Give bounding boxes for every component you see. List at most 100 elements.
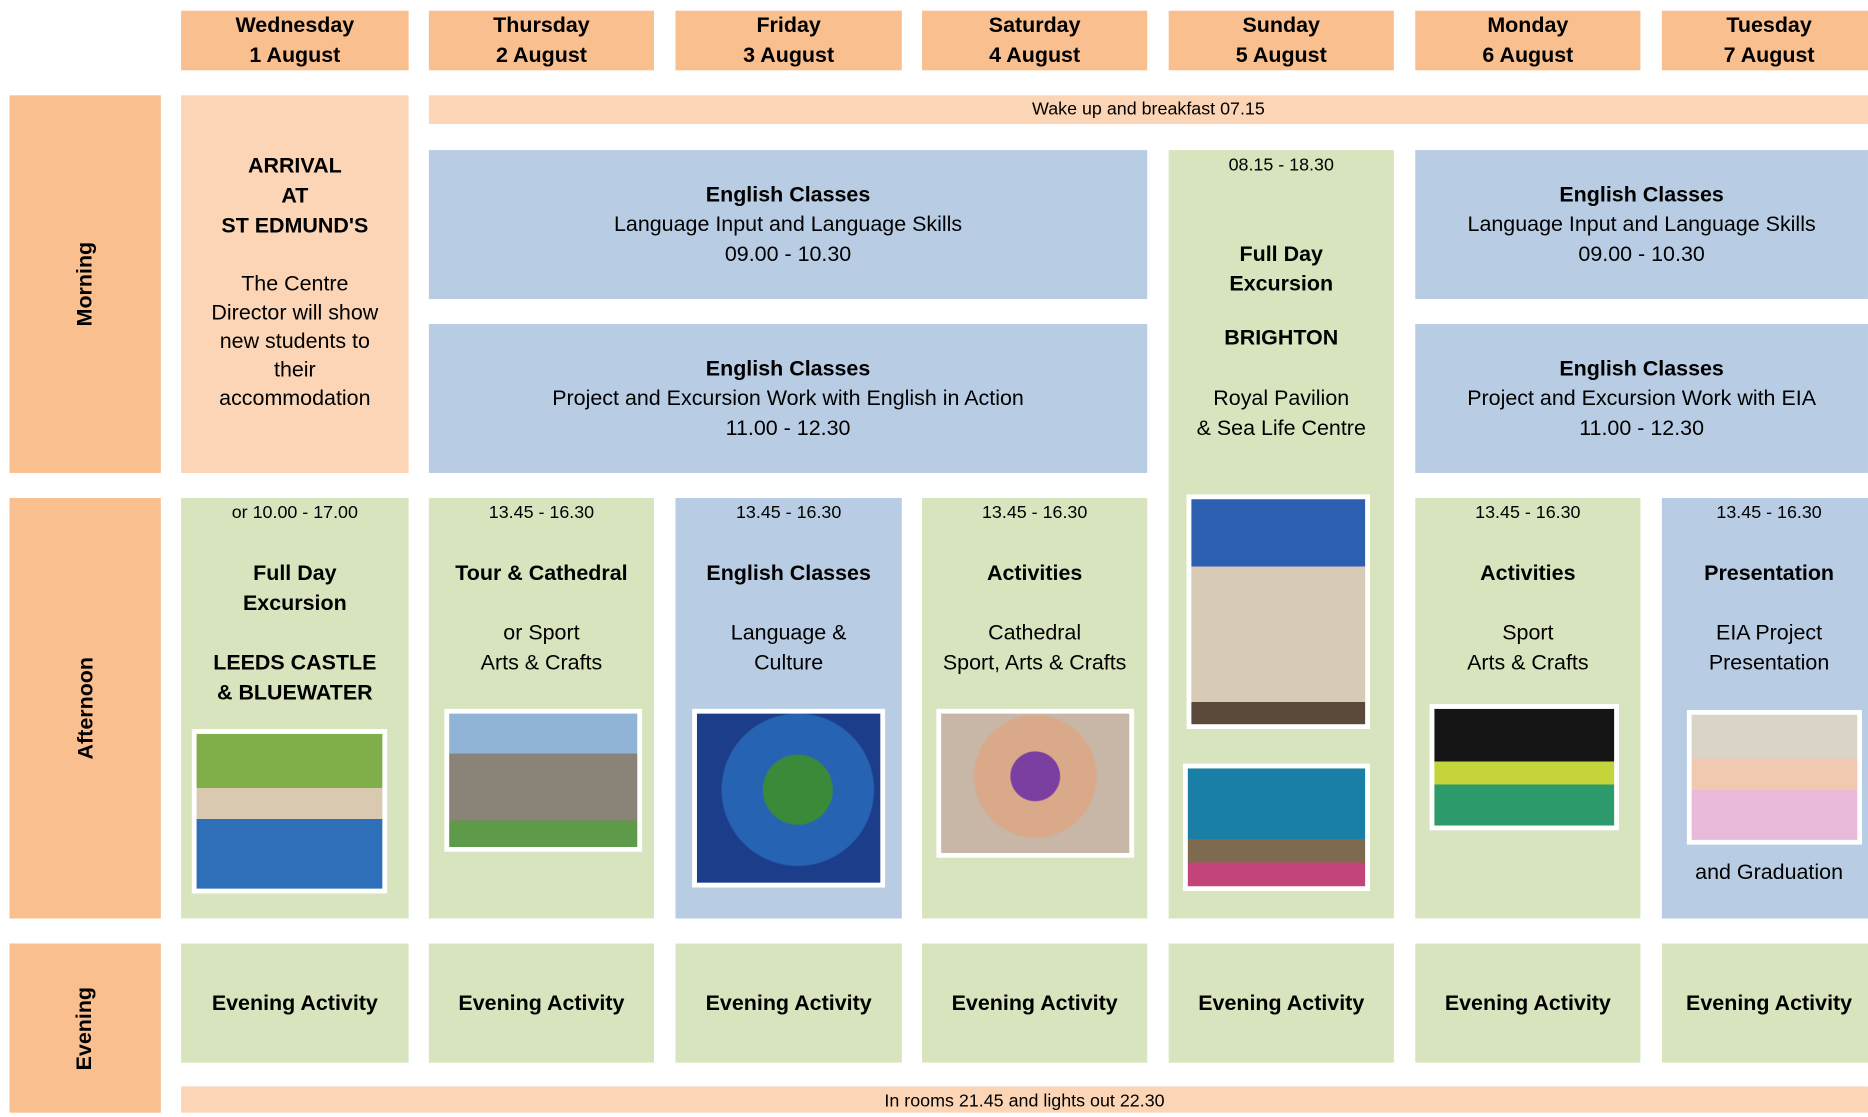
class-block: English Classes Project and Excursion Wor… <box>1415 324 1868 473</box>
spacer <box>1169 299 1394 323</box>
place: & Sea Life Centre <box>1196 415 1366 440</box>
photo <box>1686 710 1863 845</box>
time: 13.45 - 16.30 <box>488 502 595 523</box>
day-date: 2 August <box>495 42 587 67</box>
activity-line: Language & <box>730 620 847 645</box>
day-name: Monday <box>1487 13 1569 37</box>
excursion-title: Full Day <box>1239 241 1323 266</box>
arrival-text: The Centre Director will show new studen… <box>211 271 379 410</box>
day-header: Sunday 5 August <box>1168 10 1394 71</box>
day-date: 6 August <box>1482 42 1574 67</box>
evening-cell: Evening Activity <box>1415 943 1641 1063</box>
day-date: 1 August <box>249 42 341 67</box>
arrival-title: AT <box>281 183 309 208</box>
spacer <box>675 589 901 619</box>
activity-line: Cathedral <box>988 620 1082 645</box>
period-label: Afternoon <box>9 497 161 919</box>
evening-text: Evening Activity <box>458 990 625 1015</box>
arrival-title: ST EDMUND'S <box>221 213 369 238</box>
activity-title: Full Day <box>253 561 337 585</box>
photo <box>1429 704 1619 831</box>
destination: BRIGHTON <box>1224 325 1339 350</box>
class-subtitle: Language Input and Language Skills <box>1467 212 1816 236</box>
day-date: 3 August <box>743 42 835 67</box>
class-subtitle: Project and Excursion Work with EIA <box>1467 385 1817 410</box>
afternoon-cell: 13.45 - 16.30 Presentation EIA Project Pres… <box>1661 497 1868 919</box>
arrival-cell: ARRIVAL AT ST EDMUND'S The Centre Director … <box>181 95 409 473</box>
spacer <box>922 525 1147 558</box>
activity-title: English Classes <box>706 561 871 585</box>
class-time: 11.00 - 12.30 <box>725 415 851 440</box>
activity-line: EIA Project <box>1716 620 1823 645</box>
day-date: 4 August <box>989 42 1081 67</box>
activity-line: Arts & Crafts <box>1467 650 1589 675</box>
time: 08.15 - 18.30 <box>1228 154 1334 176</box>
evening-text: Evening Activity <box>1686 990 1853 1015</box>
day-date: 7 August <box>1723 42 1815 67</box>
spacer <box>181 618 409 648</box>
time: 13.45 - 16.30 <box>1716 502 1822 523</box>
day-header: Friday 3 August <box>675 10 902 71</box>
evening-cell: Evening Activity <box>181 943 409 1063</box>
time: 13.45 - 16.30 <box>981 502 1088 523</box>
photo <box>1186 494 1370 730</box>
class-title: English Classes <box>1559 182 1724 207</box>
photo <box>444 708 643 852</box>
activity-title: Activities <box>1480 561 1576 585</box>
class-time: 09.00 - 10.30 <box>724 241 852 266</box>
activity-title: Presentation <box>1704 561 1835 585</box>
activity-line: Culture <box>754 650 824 675</box>
photo <box>692 708 886 888</box>
day-name: Thursday <box>493 13 590 37</box>
day-header: Monday 6 August <box>1415 10 1641 71</box>
excursion-title: Excursion <box>1229 271 1334 296</box>
period-text: Evening <box>72 986 97 1070</box>
time: 13.45 - 16.30 <box>735 502 842 523</box>
evening-cell: Evening Activity <box>922 943 1148 1063</box>
activity-line: or Sport <box>503 620 580 645</box>
spacer <box>1662 525 1868 558</box>
activity-line: Presentation <box>1708 650 1830 675</box>
evening-text: Evening Activity <box>211 990 378 1015</box>
spacer <box>1415 525 1640 558</box>
spacer <box>181 525 409 558</box>
activity-line: Arts & Crafts <box>480 650 603 675</box>
class-title: English Classes <box>1559 356 1724 381</box>
day-name: Tuesday <box>1726 13 1812 37</box>
lights-banner: In rooms 21.45 and lights out 22.30 <box>181 1086 1868 1113</box>
banner-text: In rooms 21.45 and lights out 22.30 <box>884 1091 1165 1112</box>
day-header: Saturday 4 August <box>922 10 1148 71</box>
activity-title: Excursion <box>243 590 347 615</box>
spacer <box>1415 589 1640 619</box>
spacer <box>429 525 654 558</box>
class-subtitle: Project and Excursion Work with English … <box>552 385 1024 410</box>
spacer <box>205 241 385 270</box>
class-time: 11.00 - 12.30 <box>1579 415 1705 440</box>
day-header: Thursday 2 August <box>428 10 655 71</box>
day-header: Tuesday 7 August <box>1661 10 1868 71</box>
period-label: Evening <box>9 943 161 1113</box>
spacer <box>1662 589 1868 619</box>
day-header: Wednesday 1 August <box>181 10 409 71</box>
activity-line: LEEDS CASTLE <box>213 650 377 675</box>
time: 13.45 - 16.30 <box>1475 502 1581 523</box>
evening-cell: Evening Activity <box>1661 943 1868 1063</box>
spacer <box>1169 353 1394 384</box>
day-name: Saturday <box>988 13 1081 37</box>
activity-title: Activities <box>986 561 1083 585</box>
evening-text: Evening Activity <box>705 990 872 1015</box>
class-block: English Classes Language Input and Langua… <box>428 150 1148 300</box>
day-name: Sunday <box>1242 13 1320 37</box>
activity-title: Tour & Cathedral <box>455 561 628 585</box>
evening-cell: Evening Activity <box>428 943 655 1063</box>
evening-text: Evening Activity <box>951 990 1118 1015</box>
class-title: English Classes <box>705 356 871 381</box>
activity-footer: and Graduation <box>1695 860 1843 884</box>
spacer <box>429 589 654 619</box>
period-text: Afternoon <box>72 657 97 760</box>
banner-text: Wake up and breakfast 07.15 <box>1032 98 1265 120</box>
photo <box>936 708 1135 858</box>
spacer <box>922 589 1147 619</box>
